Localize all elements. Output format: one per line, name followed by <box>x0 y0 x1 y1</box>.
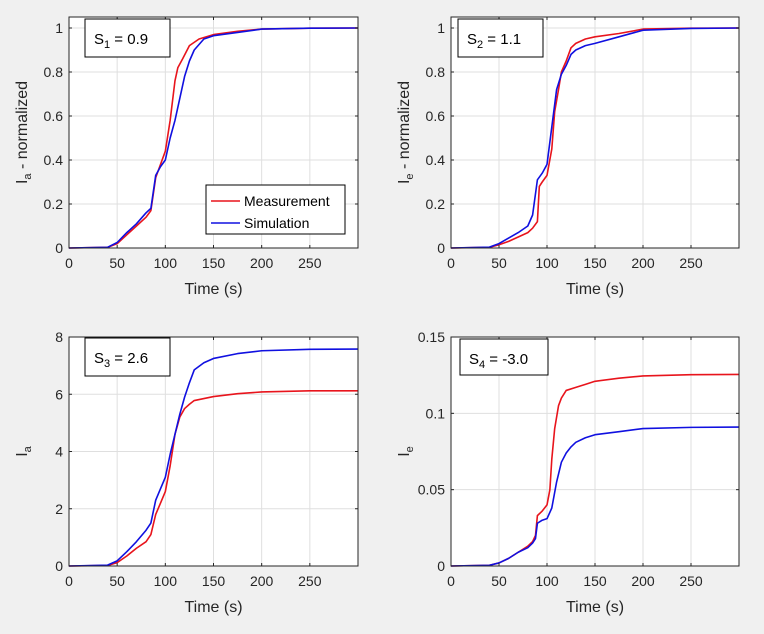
y-axis-label: Ie - normalized <box>396 81 416 184</box>
y-tick-label: 1 <box>437 20 445 36</box>
x-tick-label: 250 <box>679 255 703 271</box>
series-measurement-line <box>68 27 359 249</box>
x-tick-label: 250 <box>298 573 322 589</box>
x-tick-label: 150 <box>202 573 226 589</box>
x-tick-label: 250 <box>298 255 322 271</box>
x-tick-label: 50 <box>491 573 507 589</box>
x-tick-label: 0 <box>447 573 455 589</box>
y-tick-label: 0.05 <box>418 482 445 498</box>
annotation-text-base: S <box>94 31 104 48</box>
annotation-text-subscript: 2 <box>477 39 483 51</box>
x-tick-label: 100 <box>154 255 178 271</box>
y-tick-label: 0.8 <box>44 64 64 80</box>
y-axis-label-subscript: e <box>404 173 416 179</box>
y-tick-label: 0 <box>437 558 445 574</box>
annotation-text-subscript: 3 <box>104 358 110 370</box>
annotation-text-rest: = 2.6 <box>110 350 148 367</box>
y-tick-label: 4 <box>55 444 63 460</box>
x-tick-label: 0 <box>65 255 73 271</box>
annotation-box <box>84 337 171 377</box>
y-tick-label: 8 <box>55 329 63 345</box>
x-tick-label: 200 <box>250 573 274 589</box>
x-tick-label: 150 <box>583 255 607 271</box>
x-axis-label: Time (s) <box>566 599 624 616</box>
y-tick-label: 6 <box>55 386 63 402</box>
legend-box <box>205 184 346 235</box>
y-tick-label: 2 <box>55 501 63 517</box>
x-tick-label: 100 <box>154 573 178 589</box>
x-axis-label: Time (s) <box>184 281 242 298</box>
series-simulation-line <box>450 426 740 567</box>
y-tick-label: 0.6 <box>44 108 64 124</box>
y-tick-label: 1 <box>55 20 63 36</box>
annotation-text-base: S <box>94 350 104 367</box>
annotation-text-subscript: 1 <box>104 39 110 51</box>
annotation-box <box>459 338 549 376</box>
y-tick-label: 0.1 <box>426 405 446 421</box>
y-axis-label: Ia - normalized <box>14 81 34 184</box>
annotation-text-rest: = 1.1 <box>483 31 521 48</box>
x-tick-label: 0 <box>65 573 73 589</box>
y-axis-label-base: I <box>396 452 413 456</box>
y-tick-label: 0.4 <box>426 152 446 168</box>
x-tick-label: 250 <box>679 573 703 589</box>
legend-entry-measurement: Measurement <box>244 193 330 209</box>
y-axis-label-base: I <box>14 180 31 184</box>
x-tick-label: 100 <box>535 255 559 271</box>
y-tick-label: 0.4 <box>44 152 64 168</box>
x-tick-label: 50 <box>109 573 125 589</box>
series-simulation-line <box>68 27 359 249</box>
x-tick-label: 50 <box>491 255 507 271</box>
chart-panel-2: 0 50 100 150 200 250 0 0.2 0.4 0.6 0.8 1 Time (s) Ie … <box>396 16 740 298</box>
x-tick-label: 150 <box>202 255 226 271</box>
annotation-box <box>84 18 171 58</box>
legend-entry-simulation: Simulation <box>244 215 309 231</box>
x-tick-label: 50 <box>109 255 125 271</box>
chart-panel-4: 0 50 100 150 200 250 0 0.05 0.1 0.15 Time (s) Ie S4 … <box>396 329 740 616</box>
y-axis-label-rest: - normalized <box>396 81 413 173</box>
y-tick-label: 0.2 <box>44 196 64 212</box>
x-tick-label: 100 <box>535 573 559 589</box>
y-tick-label: 0 <box>55 240 63 256</box>
series-measurement-line <box>68 390 358 567</box>
series-simulation-line <box>450 27 740 249</box>
x-tick-label: 200 <box>631 573 655 589</box>
y-tick-label: 0 <box>55 558 63 574</box>
x-tick-label: 200 <box>250 255 274 271</box>
legend: Measurement Simulation <box>205 184 346 235</box>
y-tick-label: 0.6 <box>426 108 446 124</box>
y-axis-label-base: I <box>396 180 413 184</box>
y-axis-label-base: I <box>14 452 31 456</box>
x-tick-label: 150 <box>583 573 607 589</box>
annotation-text-subscript: 4 <box>479 359 485 371</box>
annotation-text: S2 = 1.1 <box>467 31 521 51</box>
y-axis-label: Ia <box>14 445 34 456</box>
chart-panel-3: 0 50 100 150 200 250 0 2 4 6 8 Time (s) Ia S3 = 2.6 <box>14 329 359 616</box>
y-tick-label: 0.15 <box>418 329 445 345</box>
annotation-box <box>457 18 544 58</box>
y-tick-label: 0.2 <box>426 196 446 212</box>
y-axis-label: Ie <box>396 446 416 457</box>
x-axis-label: Time (s) <box>566 281 624 298</box>
y-tick-label: 0.8 <box>426 64 446 80</box>
annotation-text-base: S <box>469 351 479 368</box>
series-simulation-line <box>68 348 359 567</box>
y-axis-label-subscript: a <box>22 445 34 452</box>
annotation-text: S1 = 0.9 <box>94 31 148 51</box>
x-tick-label: 200 <box>631 255 655 271</box>
y-axis-label-rest: - normalized <box>14 81 31 173</box>
annotation-text-rest: = -3.0 <box>485 351 528 368</box>
annotation-text: S4 = -3.0 <box>469 351 528 371</box>
series-measurement-line <box>450 27 740 249</box>
x-axis-label: Time (s) <box>184 599 242 616</box>
annotation-text-base: S <box>467 31 477 48</box>
x-tick-label: 0 <box>447 255 455 271</box>
y-axis-label-subscript: a <box>22 173 34 180</box>
annotation-text-rest: = 0.9 <box>110 31 148 48</box>
y-tick-label: 0 <box>437 240 445 256</box>
y-axis-label-subscript: e <box>404 446 416 452</box>
annotation-text: S3 = 2.6 <box>94 350 148 370</box>
